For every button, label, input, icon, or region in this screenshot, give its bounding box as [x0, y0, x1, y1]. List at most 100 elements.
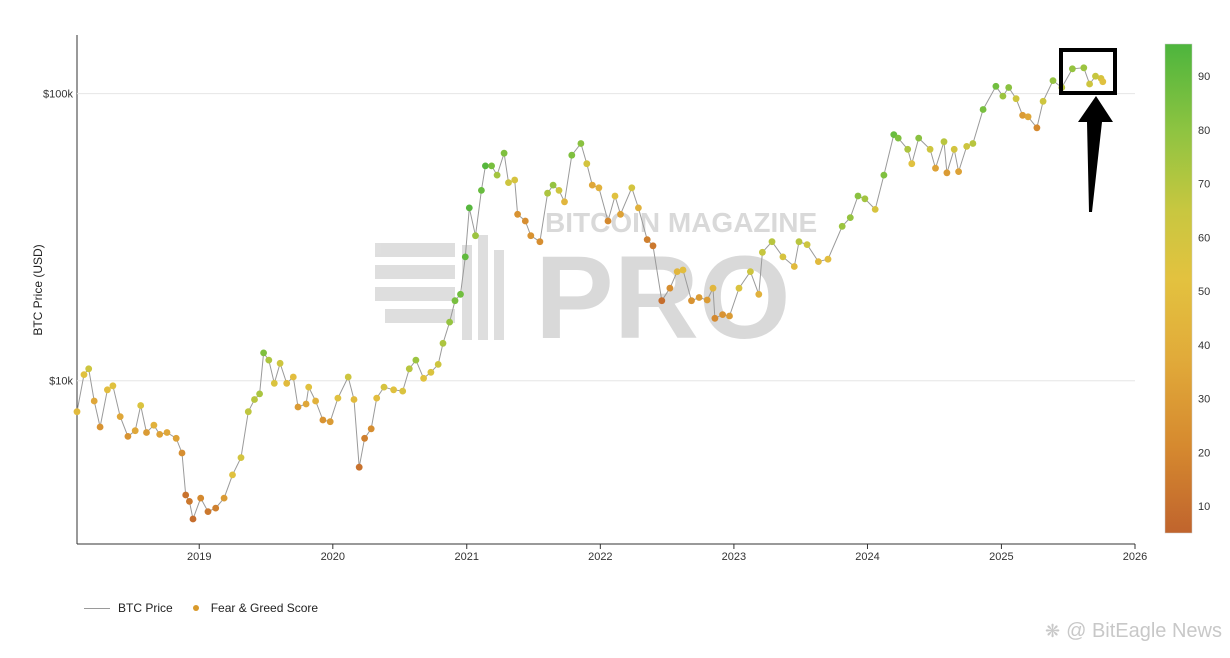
fear-greed-point — [561, 198, 568, 206]
fear-greed-point — [963, 143, 971, 150]
fear-greed-point — [595, 184, 603, 192]
fear-greed-point — [932, 164, 939, 172]
fear-greed-point — [143, 429, 150, 436]
eagle-logo-icon: ❋ — [1044, 621, 1061, 641]
fear-greed-point — [334, 394, 342, 402]
colorbar-tick-labels: 10 20 30 40 50 60 70 80 90 — [1198, 71, 1210, 513]
fear-greed-point — [577, 140, 585, 147]
fear-greed-point — [302, 400, 310, 408]
fear-greed-point — [755, 290, 763, 298]
fear-greed-point — [999, 92, 1007, 100]
fear-greed-point — [915, 134, 923, 142]
fear-greed-point — [289, 373, 297, 381]
fear-greed-point — [150, 421, 158, 429]
fear-greed-point — [355, 463, 363, 471]
highlight-annotation — [1059, 48, 1117, 212]
colorbar-tick-label: 30 — [1198, 394, 1210, 406]
fear-greed-point — [747, 268, 754, 275]
fear-greed-point — [943, 169, 951, 177]
fear-greed-point — [695, 294, 703, 301]
fear-greed-point — [326, 418, 334, 426]
fear-greed-point — [427, 368, 435, 376]
fear-greed-point — [390, 386, 397, 394]
fear-greed-point — [735, 284, 743, 292]
fear-greed-point — [688, 297, 695, 305]
fear-greed-point — [212, 504, 220, 512]
fear-greed-point — [1049, 77, 1057, 84]
fear-greed-point — [926, 145, 934, 153]
source-credit: ❋ @ BitEagle News — [1045, 620, 1222, 643]
y-tick-labels: $10k $100k — [43, 89, 73, 388]
fear-greed-point — [344, 373, 352, 381]
fear-greed-point — [583, 160, 591, 168]
fear-greed-point — [73, 408, 81, 416]
fear-greed-point — [131, 427, 139, 435]
x-tick-label: 2022 — [588, 551, 612, 563]
legend-dot-swatch — [192, 605, 199, 611]
x-tick-label: 2025 — [989, 551, 1013, 563]
fear-greed-point — [511, 176, 519, 184]
fear-greed-point — [319, 416, 327, 424]
fear-greed-point — [679, 266, 687, 274]
x-tick-label: 2020 — [321, 551, 345, 563]
fear-greed-point — [412, 356, 420, 364]
fear-greed-point — [493, 171, 501, 179]
fear-greed-point — [955, 168, 962, 176]
colorbar-tick-label: 90 — [1198, 71, 1210, 83]
fear-greed-point — [172, 434, 180, 442]
fear-greed-point — [197, 494, 205, 502]
fear-greed-point — [244, 408, 252, 416]
fear-greed-point — [350, 396, 358, 403]
fear-greed-point — [104, 386, 111, 394]
legend-line-swatch — [84, 607, 110, 609]
fear-greed-point — [294, 403, 302, 411]
fear-greed-point — [846, 214, 854, 222]
fear-greed-point — [488, 162, 495, 170]
fear-greed-point — [276, 359, 284, 367]
fear-greed-point — [163, 429, 171, 436]
fear-greed-point — [768, 238, 776, 246]
fear-greed-point — [824, 255, 832, 263]
fear-greed-point — [908, 160, 916, 168]
grid-lines — [77, 93, 1135, 382]
fear-greed-point — [361, 434, 368, 442]
btc-price-line — [76, 67, 1104, 521]
fear-greed-point — [658, 297, 666, 305]
credit-text: @ BitEagle News — [1066, 620, 1222, 642]
fear-greed-point — [871, 206, 879, 213]
fear-greed-point — [649, 242, 657, 250]
fear-greed-point — [420, 374, 427, 382]
fear-greed-point — [260, 349, 267, 357]
fear-greed-point — [795, 238, 803, 246]
fear-greed-point — [237, 454, 245, 461]
fear-greed-point — [251, 396, 258, 403]
fear-greed-point — [457, 290, 464, 298]
fear-greed-point — [178, 449, 186, 457]
fear-greed-point — [611, 192, 619, 200]
fear-greed-point — [1099, 78, 1107, 86]
fear-greed-point — [536, 238, 544, 246]
fear-greed-point — [803, 241, 811, 249]
fear-greed-point — [380, 383, 388, 391]
fear-greed-dots — [73, 64, 1107, 523]
fear-greed-point — [90, 397, 98, 405]
fear-greed-point — [521, 217, 529, 225]
fear-greed-point — [283, 379, 291, 387]
fear-greed-point — [472, 232, 479, 240]
fear-greed-point — [1092, 72, 1099, 80]
x-tick-label: 2024 — [855, 551, 879, 563]
fear-greed-point — [1039, 97, 1047, 105]
fear-greed-point — [451, 297, 459, 305]
fear-greed-point — [1012, 95, 1020, 103]
y-tick-label: $10k — [49, 376, 73, 388]
fear-greed-point — [405, 365, 413, 373]
legend-score-label: Fear & Greed Score — [210, 601, 319, 615]
fear-greed-point — [189, 515, 197, 523]
fear-greed-point — [617, 210, 624, 218]
colorbar-tick-label: 40 — [1198, 340, 1210, 352]
fear-greed-point — [703, 296, 711, 304]
fear-greed-point — [1086, 80, 1093, 88]
fear-greed-point — [527, 232, 535, 240]
fear-greed-point — [373, 394, 381, 402]
